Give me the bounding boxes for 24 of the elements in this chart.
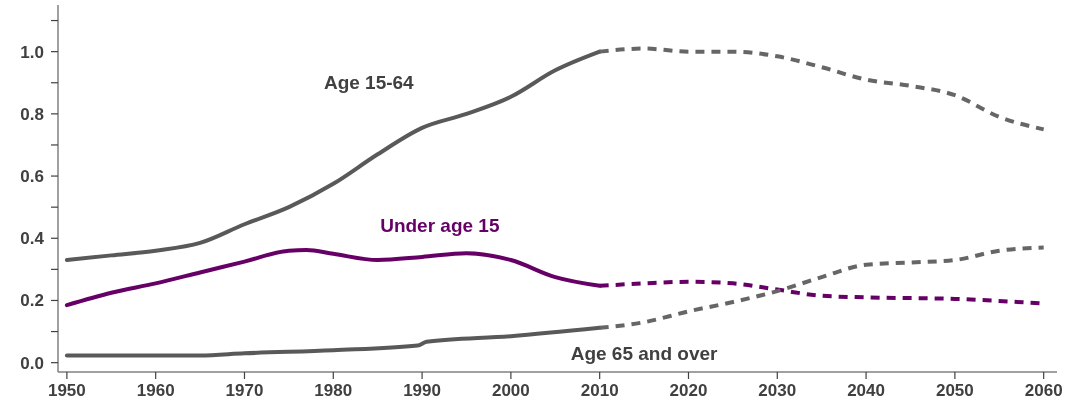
y-tick-label: 0.8 xyxy=(20,104,44,124)
series-label: Age 65 and over xyxy=(570,342,719,364)
x-tick-label: 1950 xyxy=(47,381,86,400)
x-tick-label: 2000 xyxy=(491,381,530,400)
x-tick-label: 2040 xyxy=(847,381,885,400)
y-tick-label: 0.2 xyxy=(20,291,44,311)
x-tick-label: 2020 xyxy=(669,381,708,400)
x-tick-label: 1990 xyxy=(403,381,441,400)
y-tick-label: 0.4 xyxy=(20,229,45,249)
x-tick-label: 1960 xyxy=(136,381,175,400)
y-tick-label: 0.6 xyxy=(20,167,44,187)
x-tick-label: 1970 xyxy=(225,381,264,400)
line-series xyxy=(597,245,1046,330)
y-tick-label: 0.0 xyxy=(20,353,44,373)
line-series xyxy=(597,46,1046,132)
x-tick-label: 2010 xyxy=(580,381,619,400)
x-tick-label: 1980 xyxy=(314,381,353,400)
x-tick-label: 2060 xyxy=(1024,381,1063,400)
series-label: Age 15-64 xyxy=(323,72,415,94)
series-label: Under age 15 xyxy=(380,215,500,237)
x-tick-label: 2050 xyxy=(935,381,974,400)
y-tick-label: 1.0 xyxy=(20,42,44,62)
x-tick-label: 2030 xyxy=(758,381,797,400)
line-series xyxy=(64,49,602,263)
